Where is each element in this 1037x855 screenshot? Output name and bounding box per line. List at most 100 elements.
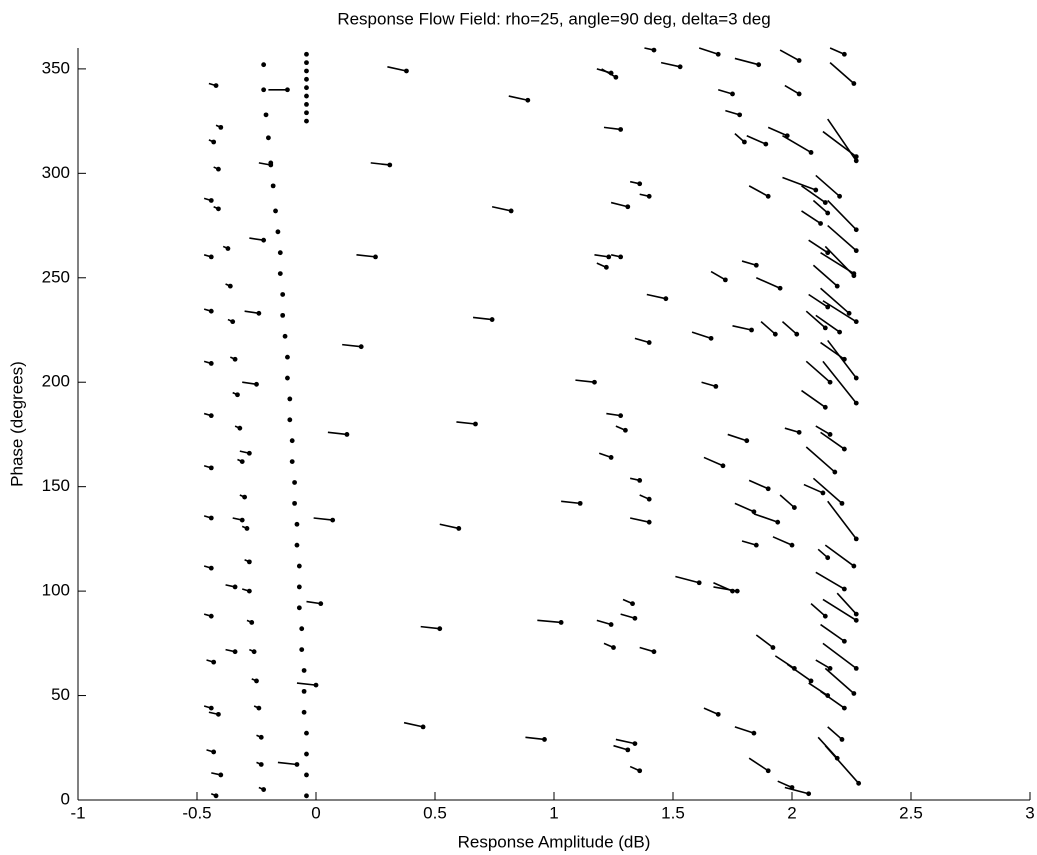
flow-point	[211, 139, 217, 145]
flow-tail	[820, 431, 845, 450]
flow-point	[770, 645, 776, 650]
flow-tail	[824, 667, 855, 695]
flow-tail	[634, 337, 650, 344]
flow-tail	[639, 646, 655, 653]
x-tick-label: 1	[549, 803, 558, 822]
flow-tail	[817, 736, 838, 759]
flow-point	[232, 356, 238, 362]
flow-point	[618, 413, 624, 419]
flow-point	[730, 91, 735, 97]
flow-tail	[613, 744, 629, 751]
flow-point	[263, 112, 269, 118]
flow-tail	[827, 224, 857, 252]
x-tick-label: -0.5	[182, 803, 211, 822]
x-tick-label: 2.5	[899, 803, 923, 822]
flow-tail	[727, 433, 748, 442]
flow-point	[296, 563, 302, 569]
flow-tail	[701, 381, 717, 388]
flow-point	[256, 310, 262, 316]
flow-tail	[387, 66, 407, 72]
x-tick-label: 3	[1025, 803, 1034, 822]
flow-point	[651, 649, 657, 655]
flow-point	[244, 526, 250, 531]
y-axis-label: Phase (degrees)	[7, 361, 26, 487]
flow-tail	[610, 201, 628, 208]
flow-point	[254, 381, 259, 387]
flow-point	[753, 542, 759, 548]
flow-point	[358, 344, 364, 350]
flow-point	[763, 141, 769, 147]
flow-tail	[805, 310, 826, 329]
flow-tail	[525, 736, 545, 741]
flow-point	[618, 127, 624, 132]
flow-point	[373, 254, 378, 260]
flow-point	[304, 751, 309, 757]
flow-point	[216, 711, 221, 717]
flow-point	[677, 64, 683, 70]
flow-point	[280, 292, 286, 297]
flow-point	[794, 331, 800, 337]
flow-point	[839, 737, 845, 742]
flow-tail	[801, 389, 826, 408]
flow-point	[837, 193, 842, 199]
y-tick-label: 300	[42, 163, 70, 182]
flow-point	[841, 51, 847, 57]
flow-tail	[815, 571, 845, 590]
flow-point	[851, 563, 857, 569]
flow-point	[285, 375, 290, 381]
flow-tail	[342, 343, 362, 348]
flow-tail	[748, 479, 769, 490]
flow-tail	[748, 185, 769, 198]
flow-tail	[760, 321, 776, 335]
flow-tail	[596, 619, 612, 626]
flow-tail	[537, 619, 562, 624]
flow-point	[630, 601, 635, 607]
flow-point	[777, 285, 783, 291]
flow-tail	[249, 237, 264, 241]
flow-point	[851, 81, 857, 86]
flow-point	[242, 494, 248, 500]
flow-point	[841, 356, 847, 362]
flow-point	[841, 446, 847, 452]
flow-tail	[803, 483, 824, 494]
flow-point	[294, 762, 300, 767]
flow-point	[646, 519, 652, 525]
flow-point	[637, 181, 643, 187]
flow-point	[304, 68, 309, 74]
flow-tail	[594, 254, 609, 258]
flow-point	[404, 68, 409, 74]
flow-tail	[777, 780, 793, 789]
flow-point	[637, 478, 643, 483]
flow-tail	[646, 293, 667, 300]
flow-point	[246, 450, 252, 456]
flow-tail	[403, 721, 424, 728]
x-tick-label: 1.5	[661, 803, 685, 822]
flow-point	[608, 622, 614, 627]
flow-tail	[779, 49, 800, 62]
flow-point	[825, 555, 831, 561]
flow-point	[294, 521, 300, 527]
flow-point	[608, 455, 614, 460]
flow-point	[296, 605, 302, 611]
flow-point	[489, 317, 495, 322]
flow-point	[734, 588, 740, 594]
flow-point	[822, 404, 828, 410]
flow-point	[254, 678, 259, 684]
flow-point	[846, 310, 852, 316]
flow-point	[508, 208, 514, 214]
flow-point	[813, 187, 819, 193]
flow-tail	[703, 456, 724, 467]
flow-point	[808, 678, 814, 684]
flow-point	[292, 480, 297, 485]
flow-point	[213, 793, 219, 799]
flow-point	[256, 705, 262, 711]
flow-point	[304, 60, 309, 66]
flow-point	[208, 565, 214, 571]
chart-title: Response Flow Field: rho=25, angle=90 de…	[337, 9, 770, 28]
flow-point	[839, 500, 845, 506]
flow-point	[834, 755, 840, 761]
flow-tail	[779, 494, 795, 509]
flow-point	[841, 638, 847, 644]
flow-tail	[675, 575, 700, 584]
